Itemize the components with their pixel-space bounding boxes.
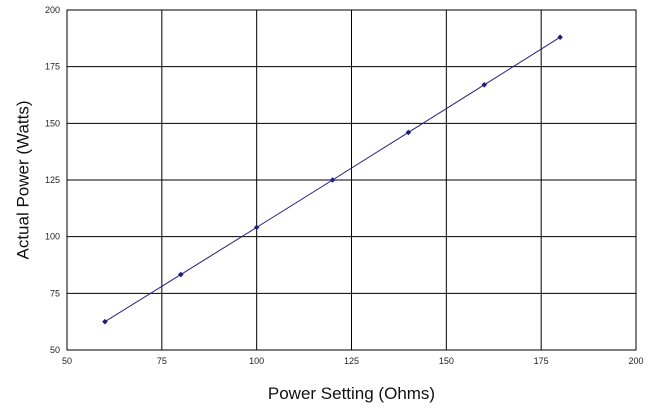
data-point-6 bbox=[557, 34, 563, 40]
gridlines bbox=[66, 9, 637, 351]
x-tick-label-1: 75 bbox=[157, 356, 167, 366]
y-tick-label-5: 175 bbox=[45, 62, 60, 72]
series-layer bbox=[102, 34, 563, 325]
x-axis-title: Power Setting (Ohms) bbox=[268, 384, 435, 403]
x-tick-label-2: 100 bbox=[249, 356, 264, 366]
y-axis-title: Actual Power (Watts) bbox=[13, 100, 32, 259]
data-point-0 bbox=[102, 318, 108, 325]
data-point-2 bbox=[253, 224, 260, 231]
plot-area-frame bbox=[66, 9, 637, 351]
y-tick-label-6: 200 bbox=[45, 5, 60, 15]
x-tick-label-0: 50 bbox=[62, 356, 72, 366]
x-tick-label-3: 125 bbox=[344, 356, 359, 366]
y-tick-label-3: 125 bbox=[45, 175, 60, 185]
data-point-1 bbox=[178, 271, 184, 278]
x-tick-label-4: 150 bbox=[439, 356, 454, 366]
tick-labels: 50 75 100 125 150 175 200 50 75 100 125 150 175 200 bbox=[45, 5, 644, 366]
data-point-5 bbox=[481, 82, 488, 88]
x-tick-label-5: 175 bbox=[534, 356, 549, 366]
y-tick-label-0: 50 bbox=[50, 345, 60, 355]
data-point-4 bbox=[405, 129, 412, 136]
y-tick-label-1: 75 bbox=[50, 288, 60, 298]
y-tick-label-2: 100 bbox=[45, 232, 60, 242]
data-point-3 bbox=[329, 177, 336, 183]
y-tick-label-4: 150 bbox=[45, 118, 60, 128]
x-tick-label-6: 200 bbox=[628, 356, 643, 366]
